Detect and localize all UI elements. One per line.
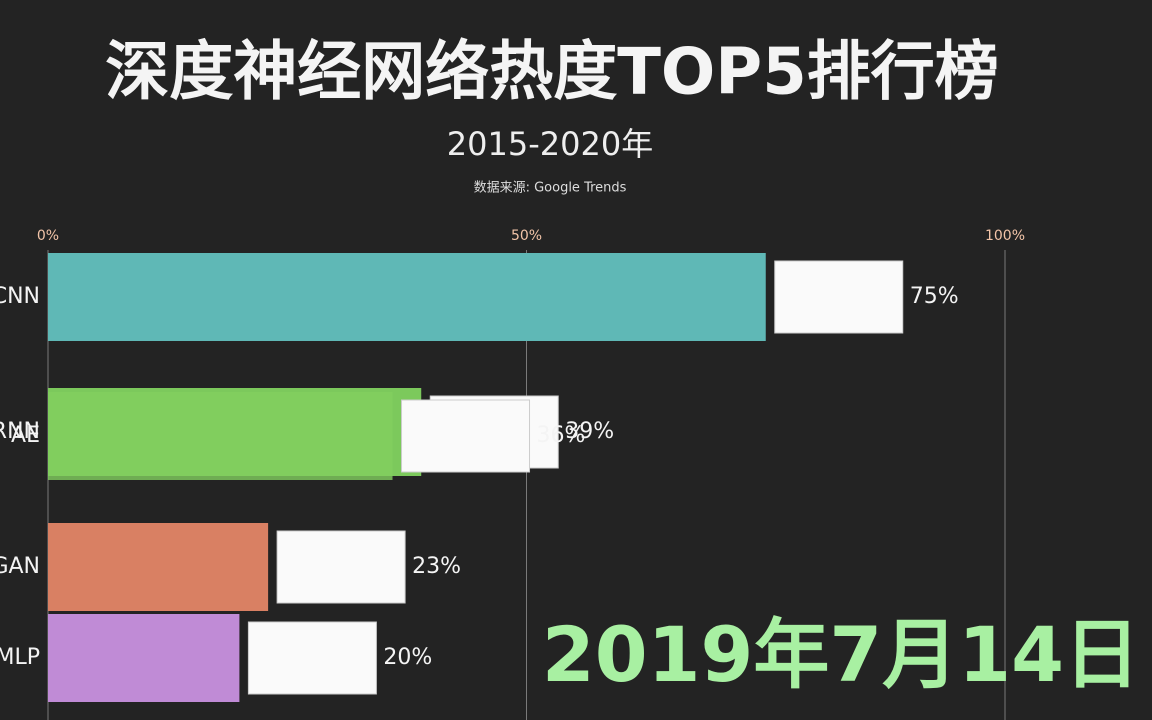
bar	[48, 253, 766, 341]
category-label: AE	[11, 423, 40, 448]
x-tick-label: 100%	[985, 228, 1025, 244]
value-label: 20%	[383, 645, 432, 670]
thumbnail	[247, 621, 377, 695]
chart-subtitle: 2015-2020年	[447, 125, 653, 163]
bar	[48, 614, 240, 702]
thumbnail	[276, 530, 406, 604]
value-label: 75%	[910, 284, 959, 309]
source-note: 数据来源: Google Trends	[474, 181, 627, 196]
category-label: RNN	[0, 419, 40, 444]
value-label: 36%	[537, 423, 586, 448]
thumbnail	[401, 399, 531, 473]
value-label: 39%	[565, 419, 614, 444]
category-label: MLP	[0, 645, 40, 670]
x-tick-label: 0%	[37, 228, 59, 244]
category-label: CNN	[0, 284, 40, 309]
bar	[48, 392, 393, 480]
value-label: 23%	[412, 554, 461, 579]
date-label: 2019年7月14日	[542, 610, 1140, 699]
thumbnail	[774, 260, 904, 334]
chart-title: 深度神经网络热度TOP5排行榜	[105, 36, 999, 110]
category-label: GAN	[0, 554, 40, 579]
plot: 0% 50% 100% CNN 75% RNN 39% AE 36% GAN 23% MLP 20%	[0, 228, 1025, 720]
bar	[48, 523, 269, 611]
x-tick-label: 50%	[511, 228, 542, 244]
